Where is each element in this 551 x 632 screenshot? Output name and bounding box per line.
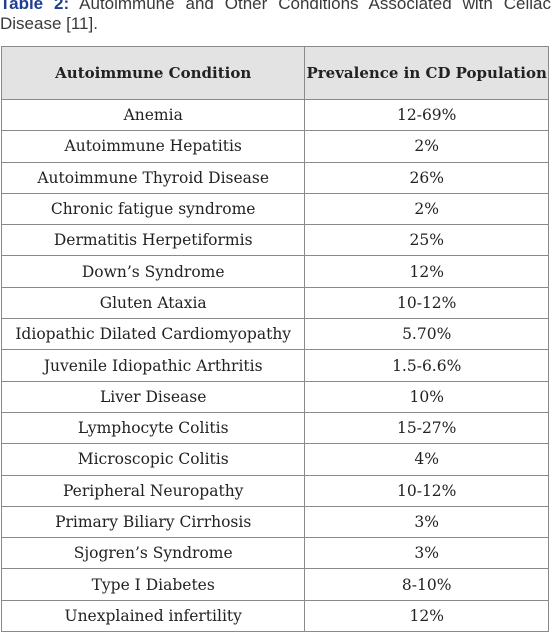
cell-condition: Microscopic Colitis [0,443,306,476]
cell-condition: Dermatitis Herpetiformis [0,224,306,257]
table-row: Anemia 12-69% [0,98,549,132]
cell-condition: Lymphocyte Colitis [0,411,306,445]
cell-prevalence: 1.5-6.6% [304,349,549,382]
cell-prevalence: 10-12% [304,286,549,320]
cell-prevalence: 3% [304,537,549,570]
table-row: Type I Diabetes 8-10% [0,568,549,601]
cell-prevalence: 2% [304,130,549,163]
conditions-table: Autoimmune Condition Prevalence in CD Po… [0,46,549,632]
cell-condition: Type I Diabetes [0,568,306,601]
table-row: Microscopic Colitis 4% [0,443,549,476]
cell-prevalence: 26% [304,161,549,194]
table-row: Autoimmune Hepatitis 2% [0,130,549,163]
table-row: Juvenile Idiopathic Arthritis 1.5-6.6% [0,349,549,382]
table-row: Autoimmune Thyroid Disease 26% [0,161,549,194]
cell-prevalence: 12-69% [304,98,549,132]
table-row: Dermatitis Herpetiformis 25% [0,224,549,257]
cell-prevalence: 2% [304,192,549,226]
cell-condition: Chronic fatigue syndrome [0,192,306,226]
column-header-prevalence: Prevalence in CD Population [304,46,549,100]
table-row: Peripheral Neuropathy 10-12% [0,474,549,507]
cell-condition: Primary Biliary Cirrhosis [0,505,306,539]
cell-prevalence: 4% [304,443,549,476]
cell-condition: Liver Disease [0,380,306,413]
cell-condition: Anemia [0,98,306,132]
table-row: Idiopathic Dilated Cardiomyopathy 5.70% [0,318,549,351]
cell-condition: Idiopathic Dilated Cardiomyopathy [0,318,306,351]
cell-prevalence: 15-27% [304,411,549,445]
cell-condition: Autoimmune Hepatitis [0,130,306,163]
cell-prevalence: 5.70% [304,318,549,351]
cell-prevalence: 25% [304,224,549,257]
table-row: Lymphocyte Colitis 15-27% [0,411,549,445]
cell-condition: Autoimmune Thyroid Disease [0,161,306,194]
cell-condition: Gluten Ataxia [0,286,306,320]
table-row: Sjogren’s Syndrome 3% [0,537,549,570]
cell-condition: Sjogren’s Syndrome [0,537,306,570]
cell-prevalence: 8-10% [304,568,549,601]
cell-condition: Down’s Syndrome [0,255,306,288]
cell-prevalence: 10-12% [304,474,549,507]
table-row: Unexplained infertility 12% [0,599,549,632]
table-caption-label: Table 2: [0,0,70,13]
table-row: Down’s Syndrome 12% [0,255,549,288]
cell-prevalence: 10% [304,380,549,413]
cell-prevalence: 12% [304,599,549,632]
table-caption-text: Autoimmune and Other Conditions Associat… [0,0,551,33]
table-row: Primary Biliary Cirrhosis 3% [0,505,549,539]
table-row: Liver Disease 10% [0,380,549,413]
column-header-condition: Autoimmune Condition [0,46,306,100]
cell-condition: Unexplained infertility [0,599,306,632]
cell-condition: Peripheral Neuropathy [0,474,306,507]
table-caption: Table 2: Autoimmune and Other Conditions… [0,0,551,34]
cell-prevalence: 3% [304,505,549,539]
table-header-row: Autoimmune Condition Prevalence in CD Po… [0,46,549,100]
cell-condition: Juvenile Idiopathic Arthritis [0,349,306,382]
table-row: Gluten Ataxia 10-12% [0,286,549,320]
table-row: Chronic fatigue syndrome 2% [0,192,549,226]
cell-prevalence: 12% [304,255,549,288]
table-body: Anemia 12-69% Autoimmune Hepatitis 2% Autoim… [0,98,549,632]
